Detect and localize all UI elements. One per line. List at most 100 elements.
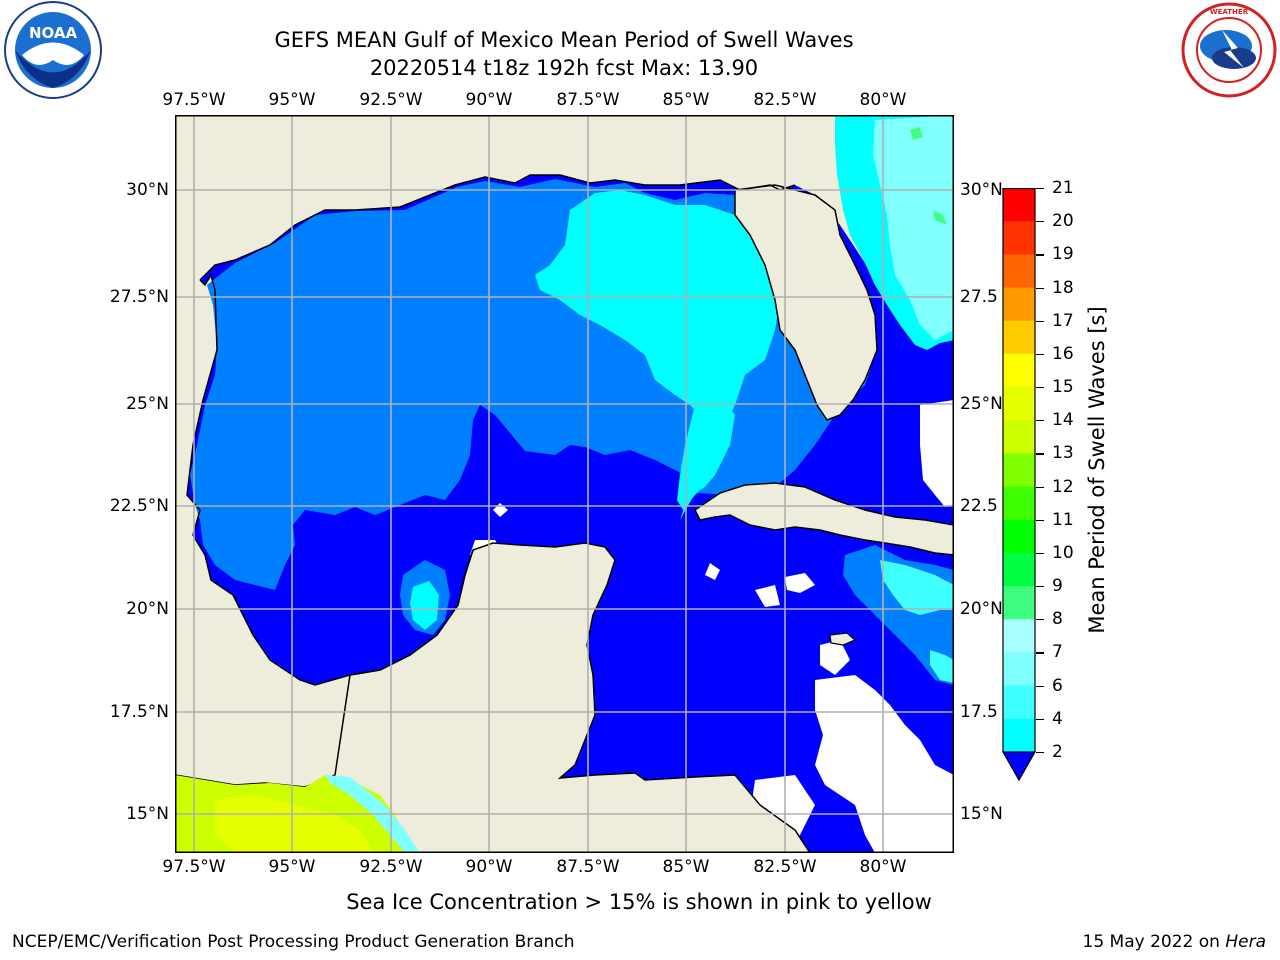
lon-label-bottom: 97.5°W [162, 857, 226, 877]
lon-label-top: 97.5°W [162, 90, 226, 110]
colorbar-swatch [1003, 420, 1035, 454]
lat-label-right: 30°N [960, 180, 1003, 200]
colorbar-tick-mark [1036, 221, 1044, 223]
lat-label-right: 15°N [960, 804, 1003, 824]
sea-ice-note: Sea Ice Concentration > 15% is shown in … [346, 890, 932, 914]
colorbar-tick-mark [1036, 718, 1044, 720]
lat-label-left: 15°N [126, 804, 169, 824]
colorbar-tick-label: 10 [1052, 542, 1074, 563]
colorbar-tick-label: 20 [1052, 211, 1074, 232]
coast-north [199, 174, 796, 281]
cuba [694, 482, 954, 556]
lon-label-bottom: 85°W [662, 857, 710, 877]
lat-label-left: 25°N [126, 394, 169, 414]
colorbar-tick-mark [1036, 188, 1044, 190]
chart-title: GEFS MEAN Gulf of Mexico Mean Period of … [274, 28, 854, 52]
lat-label-left: 27.5°N [109, 287, 169, 307]
jamaica [829, 632, 857, 646]
colorbar-swatch [1003, 320, 1035, 355]
colorbar-tick-label: 6 [1052, 675, 1063, 696]
colorbar-tick-label: 9 [1052, 576, 1063, 597]
region-east-cyan [535, 190, 780, 520]
region-atlantic-green2 [933, 210, 947, 225]
lon-label-bottom: 90°W [465, 857, 513, 877]
colorbar-tick-label: 19 [1052, 244, 1074, 265]
lon-label-top: 80°W [859, 90, 907, 110]
colorbar-tick-mark [1036, 254, 1044, 256]
colorbar-tick-mark [1036, 287, 1044, 289]
colorbar-tick-label: 8 [1052, 609, 1063, 630]
colorbar-swatch [1003, 519, 1035, 554]
colorbar-tick-label: 2 [1052, 742, 1063, 762]
lat-label-right: 20°N [960, 599, 1003, 619]
colorbar [1001, 187, 1037, 784]
map-frame [175, 115, 954, 853]
lat-label-right: 22.5 [960, 496, 998, 516]
colorbar-tick-mark [1036, 619, 1044, 621]
lon-label-bottom: 87.5°W [556, 857, 620, 877]
colorbar-tick-mark [1036, 353, 1044, 356]
colorbar-under-triangle [1001, 751, 1037, 782]
colorbar-tick-mark [1036, 387, 1044, 389]
lat-label-left: 17.5°N [109, 702, 169, 722]
colorbar-swatch [1003, 586, 1035, 620]
colorbar-swatch [1003, 353, 1035, 388]
colorbar-swatches [1001, 187, 1037, 782]
colorbar-swatch [1003, 718, 1035, 753]
colorbar-tick-label: 16 [1052, 343, 1074, 364]
colorbar-label: Mean Period of Swell Waves [s] [1085, 306, 1109, 634]
colorbar-tick-label: 4 [1052, 708, 1063, 729]
colorbar-tick-mark [1036, 552, 1044, 555]
coast-west [186, 273, 474, 686]
lon-label-top: 92.5°W [359, 90, 423, 110]
colorbar-tick-mark [1036, 320, 1044, 322]
footer-date-text: 15 May 2022 on [1082, 932, 1226, 952]
lon-label-top: 95°W [268, 90, 316, 110]
colorbar-tick-label: 15 [1052, 377, 1074, 398]
colorbar-swatch [1003, 619, 1035, 653]
florida [734, 184, 878, 421]
colorbar-swatch [1003, 387, 1035, 421]
lon-label-top: 85°W [662, 90, 710, 110]
footer-host: Hera [1225, 932, 1266, 952]
colorbar-tick-label: 18 [1052, 277, 1074, 298]
colorbar-tick-mark [1036, 685, 1044, 687]
colorbar-swatch [1003, 188, 1035, 222]
colorbar-tick-mark [1036, 752, 1044, 754]
footer-credit: NCEP/EMC/Verification Post Processing Pr… [12, 932, 575, 952]
colorbar-tick-mark [1036, 519, 1044, 521]
pacific-yellow [215, 795, 375, 853]
colorbar-swatch [1003, 287, 1035, 322]
colorbar-tick-label: 14 [1052, 410, 1074, 431]
region-bay-campeche-light [410, 581, 439, 630]
colorbar-swatch [1003, 221, 1035, 255]
lon-label-top: 87.5°W [556, 90, 620, 110]
colorbar-swatch [1003, 652, 1035, 687]
noaa-logo-text: NOAA [29, 24, 78, 42]
noaa-logo: NOAA [0, 0, 106, 106]
lat-label-right: 17.5 [960, 702, 998, 722]
colorbar-swatch [1003, 685, 1035, 720]
colorbar-swatch [1003, 453, 1035, 488]
colorbar-tick-label: 21 [1052, 178, 1074, 198]
colorbar-swatch [1003, 254, 1035, 289]
colorbar-tick-label: 12 [1052, 476, 1074, 497]
lon-label-bottom: 82.5°W [753, 857, 817, 877]
lat-label-right: 27.5 [960, 287, 998, 307]
region-caribbean-cyan2 [880, 560, 954, 615]
colorbar-outline [1002, 187, 1036, 752]
lon-label-top: 90°W [465, 90, 513, 110]
lat-label-left: 22.5°N [109, 496, 169, 516]
gridlines [175, 115, 954, 853]
colorbar-tick-mark [1036, 420, 1044, 422]
lon-label-top: 82.5°W [753, 90, 817, 110]
lat-label-right: 25°N [960, 394, 1003, 414]
lat-label-left: 20°N [126, 599, 169, 619]
gulf-map [175, 115, 954, 853]
svg-text:WEATHER: WEATHER [1210, 8, 1249, 16]
colorbar-tick-label: 13 [1052, 443, 1074, 464]
colorbar-tick-mark [1036, 586, 1044, 588]
region-caribbean-cyan3 [930, 650, 954, 683]
colorbar-tick-mark [1036, 486, 1044, 488]
lon-label-bottom: 95°W [268, 857, 316, 877]
